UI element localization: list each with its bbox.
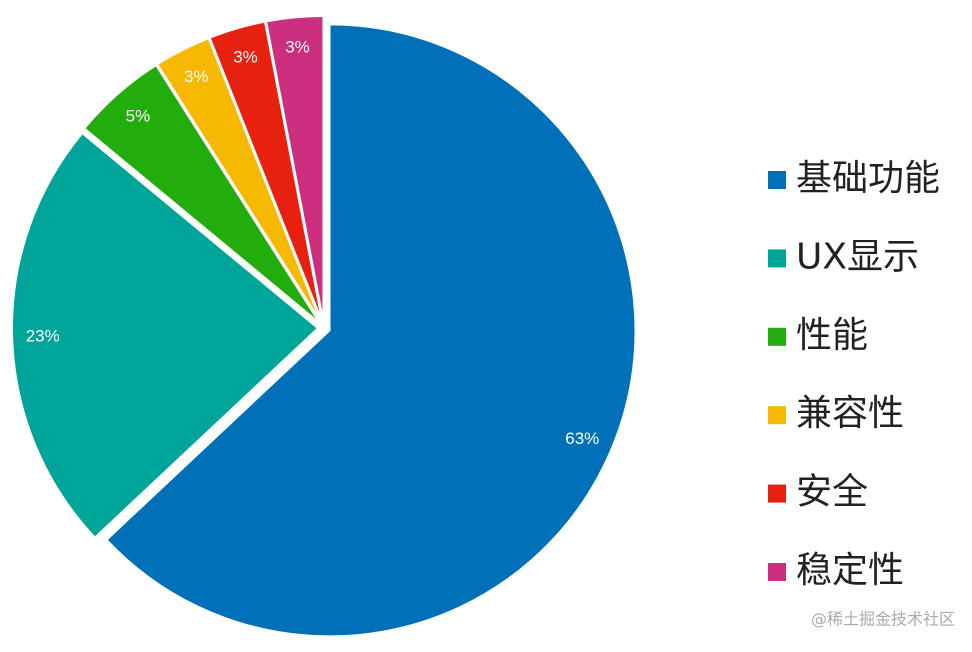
legend-swatch (768, 327, 786, 346)
data-label: 3% (184, 67, 209, 86)
legend-label: 性能 (796, 315, 868, 356)
legend-swatch (768, 406, 786, 425)
pie-slice (208, 20, 324, 323)
legend-label: 安全 (796, 472, 868, 513)
legend-label: 稳定性 (796, 550, 904, 591)
legend-swatch (768, 484, 786, 503)
legend-label: 兼容性 (796, 393, 904, 434)
data-label: 3% (285, 37, 310, 56)
pie-slice (82, 63, 321, 325)
legend-swatch (768, 563, 786, 581)
data-label: 63% (565, 429, 599, 448)
pie-slice (264, 15, 325, 323)
data-label: 3% (233, 47, 258, 66)
legend-label: UX显示 (796, 236, 919, 277)
pie-slice (155, 36, 323, 324)
data-label: 23% (26, 326, 60, 345)
legend-label: 基础功能 (796, 158, 940, 199)
pie-slice (105, 23, 637, 638)
pie-slice (11, 131, 320, 540)
watermark: @稀土掘金技术社区 (811, 610, 955, 629)
legend-swatch (768, 249, 786, 268)
data-label: 5% (126, 106, 151, 125)
legend-swatch (768, 171, 786, 189)
